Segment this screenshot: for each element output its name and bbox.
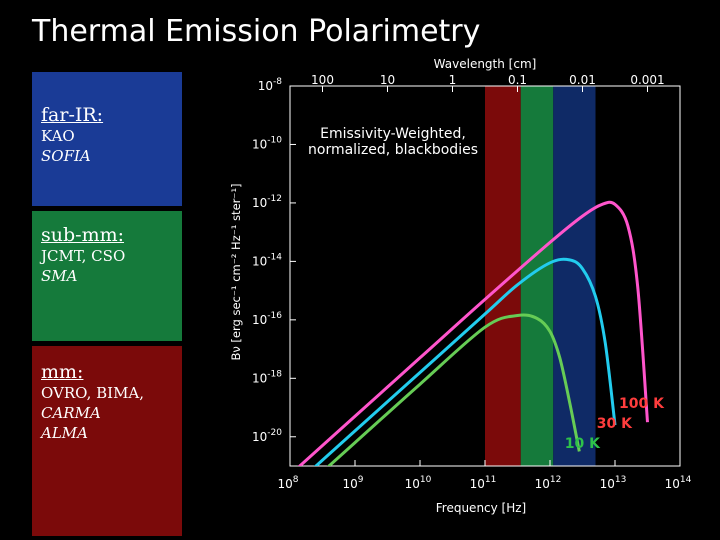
band-mm — [485, 86, 521, 466]
x-tick-label: 108 — [277, 475, 298, 491]
x-axis-label: Frequency [Hz] — [436, 501, 527, 515]
wavelength-tick-label: 0.001 — [630, 73, 664, 87]
mm-telescope-2: CARMA — [41, 404, 101, 422]
y-tick-label: 10-14 — [252, 252, 282, 268]
sub-mm-telescope-2: SMA — [41, 267, 78, 285]
far-ir-heading: far-IR: — [41, 104, 104, 126]
x-tick-label: 1010 — [405, 475, 432, 491]
mm-telescope-3: ALMA — [41, 424, 88, 442]
sub-mm-heading: sub-mm: — [41, 224, 125, 246]
sub-mm-telescope-1: JCMT, CSO — [41, 247, 126, 265]
wavelength-tick-label: 0.01 — [569, 73, 596, 87]
y-tick-label: 10-10 — [252, 135, 282, 151]
x-tick-label: 1011 — [470, 475, 497, 491]
y-tick-label: 10-16 — [252, 311, 282, 327]
x-tick-label: 1014 — [665, 475, 692, 491]
series-line-10k — [326, 313, 581, 466]
x-tick-label: 109 — [342, 475, 363, 491]
series-label-10k: 10 K — [565, 436, 601, 452]
series-line-100k — [297, 200, 649, 466]
mm-panel: mm: OVRO, BIMA, CARMA ALMA — [32, 346, 182, 536]
sub-mm-panel: sub-mm: JCMT, CSO SMA — [32, 211, 182, 341]
x-tick-label: 1012 — [535, 475, 562, 491]
annotation-line-1: Emissivity-Weighted, — [320, 126, 466, 142]
wavelength-tick-label: 1 — [449, 73, 457, 87]
x-tick-label: 1013 — [600, 475, 627, 491]
far-ir-telescope-1: KAO — [41, 127, 75, 145]
wavelength-tick-label: 100 — [311, 73, 334, 87]
mm-heading: mm: — [41, 361, 84, 383]
annotation-line-2: normalized, blackbodies — [308, 142, 478, 158]
wavelength-tick-label: 0.1 — [508, 73, 527, 87]
y-tick-label: 10-20 — [252, 428, 282, 444]
y-tick-label: 10-8 — [258, 77, 283, 93]
series-label-30k: 30 K — [597, 416, 633, 432]
y-tick-label: 10-12 — [252, 194, 282, 210]
band-sub-mm — [520, 86, 554, 466]
wavelength-tick-label: 10 — [380, 73, 395, 87]
mm-telescope-1: OVRO, BIMA, — [41, 384, 145, 402]
slide-title: Thermal Emission Polarimetry — [32, 14, 481, 49]
x2-axis-label: Wavelength [cm] — [434, 57, 537, 71]
far-ir-panel: far-IR: KAO SOFIA — [32, 72, 182, 206]
series-line-30k — [313, 257, 617, 466]
series-label-100k: 100 K — [619, 396, 665, 412]
far-ir-telescope-2: SOFIA — [41, 147, 91, 165]
y-tick-label: 10-18 — [252, 369, 282, 385]
band-far-IR — [553, 86, 596, 466]
